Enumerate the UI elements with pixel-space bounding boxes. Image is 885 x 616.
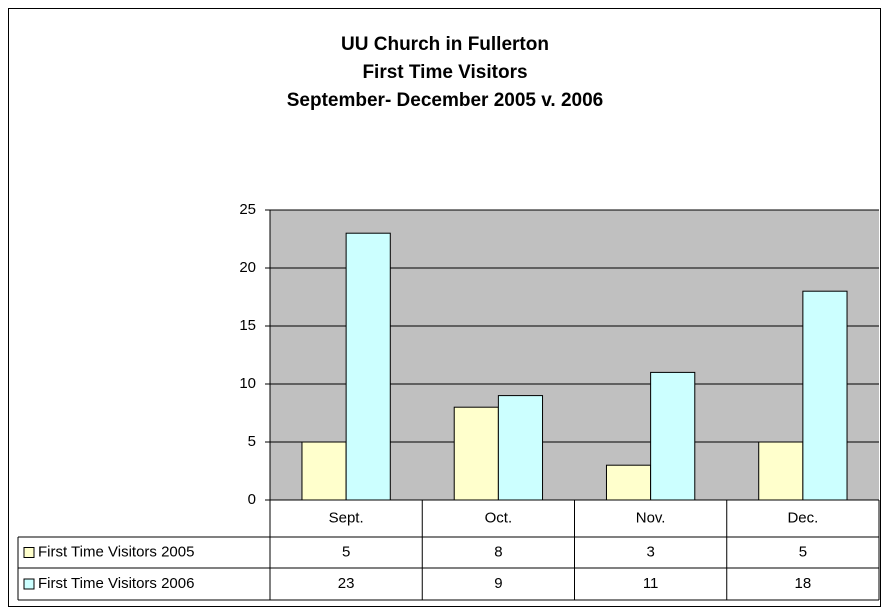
x-tick-label: Dec. xyxy=(787,509,818,526)
legend-swatch xyxy=(23,578,35,590)
x-tick-label: Sept. xyxy=(329,509,364,526)
y-tick-label: 20 xyxy=(239,259,256,276)
y-tick-label: 25 xyxy=(239,201,256,218)
data-label: 5 xyxy=(342,543,350,560)
bar xyxy=(453,406,499,501)
data-label: 9 xyxy=(494,575,502,592)
data-label: 8 xyxy=(494,543,502,560)
y-tick-label: 5 xyxy=(248,433,256,450)
data-label: 23 xyxy=(338,575,355,592)
legend-swatch xyxy=(23,547,35,558)
legend-label: First Time Visitors 2005 xyxy=(38,543,194,560)
bar xyxy=(301,441,347,501)
data-label: 3 xyxy=(646,543,654,560)
chart-title: First Time Visitors xyxy=(362,62,527,83)
data-label: 18 xyxy=(795,575,812,592)
y-tick-label: 10 xyxy=(239,375,256,392)
bar xyxy=(497,395,544,501)
bar xyxy=(758,441,804,501)
chart-title: UU Church in Fullerton xyxy=(341,34,549,55)
data-label: 11 xyxy=(643,575,659,592)
data-label: 5 xyxy=(799,543,807,560)
legend-label: First Time Visitors 2006 xyxy=(38,575,194,592)
bar xyxy=(650,371,696,501)
bar xyxy=(345,232,391,501)
x-tick-label: Nov. xyxy=(636,509,666,526)
y-tick-label: 15 xyxy=(239,317,256,334)
x-tick-label: Oct. xyxy=(485,509,513,526)
bar xyxy=(605,464,652,501)
chart-title: September- December 2005 v. 2006 xyxy=(287,90,604,111)
bar xyxy=(802,290,848,501)
y-tick-label: 0 xyxy=(248,491,256,508)
